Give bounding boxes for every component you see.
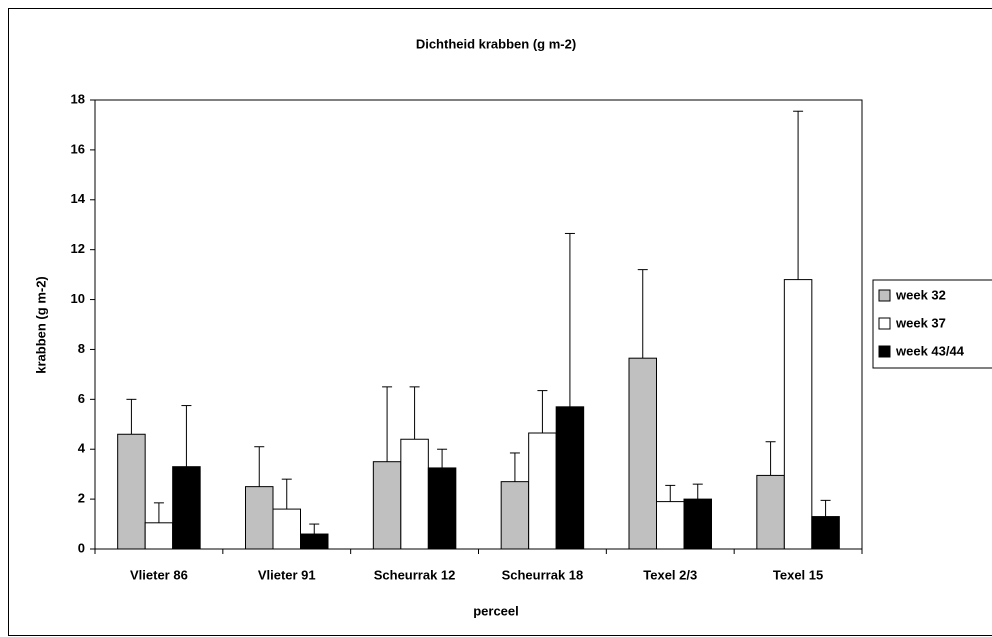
y-tick-label: 0 — [78, 540, 85, 555]
x-tick-label: Vlieter 86 — [130, 567, 188, 582]
y-tick-label: 16 — [71, 141, 85, 156]
x-axis-label: perceel — [473, 603, 519, 618]
bar — [656, 501, 685, 550]
bar — [683, 498, 712, 550]
bar — [172, 466, 201, 550]
bar — [555, 406, 585, 550]
y-tick-label: 18 — [71, 91, 85, 106]
bar — [628, 357, 657, 550]
legend-swatch — [878, 289, 891, 302]
x-tick-label: Texel 15 — [773, 567, 823, 582]
y-tick-label: 8 — [78, 341, 85, 356]
bar — [528, 432, 557, 550]
legend-label: week 37 — [895, 315, 946, 330]
y-axis-label: krabben (g m-2) — [33, 276, 48, 374]
bar — [272, 508, 301, 550]
bar — [811, 516, 840, 550]
bar — [300, 533, 329, 550]
plot-area — [94, 99, 863, 550]
y-tick-label: 4 — [78, 441, 86, 456]
bar — [400, 438, 429, 550]
bar — [783, 279, 813, 550]
legend-label: week 43/44 — [895, 343, 965, 358]
chart-title: Dichtheid krabben (g m-2) — [416, 36, 576, 51]
bar — [427, 467, 457, 550]
y-tick-label: 14 — [71, 191, 86, 206]
bar — [372, 461, 402, 550]
x-tick-label: Vlieter 91 — [258, 567, 316, 582]
x-tick-label: Scheurrak 12 — [374, 567, 456, 582]
bar — [756, 474, 785, 550]
y-tick-label: 10 — [71, 291, 85, 306]
legend-swatch — [878, 317, 891, 330]
legend-label: week 32 — [895, 287, 946, 302]
legend-box — [872, 279, 992, 369]
x-tick-label: Texel 2/3 — [643, 567, 697, 582]
y-tick-label: 6 — [78, 391, 85, 406]
bar — [500, 481, 530, 550]
x-tick-label: Scheurrak 18 — [502, 567, 584, 582]
y-tick-label: 12 — [71, 241, 85, 256]
bar — [117, 433, 146, 550]
bar — [144, 522, 174, 550]
y-tick-label: 2 — [78, 491, 85, 506]
bar — [245, 486, 274, 550]
legend-swatch — [878, 345, 891, 358]
